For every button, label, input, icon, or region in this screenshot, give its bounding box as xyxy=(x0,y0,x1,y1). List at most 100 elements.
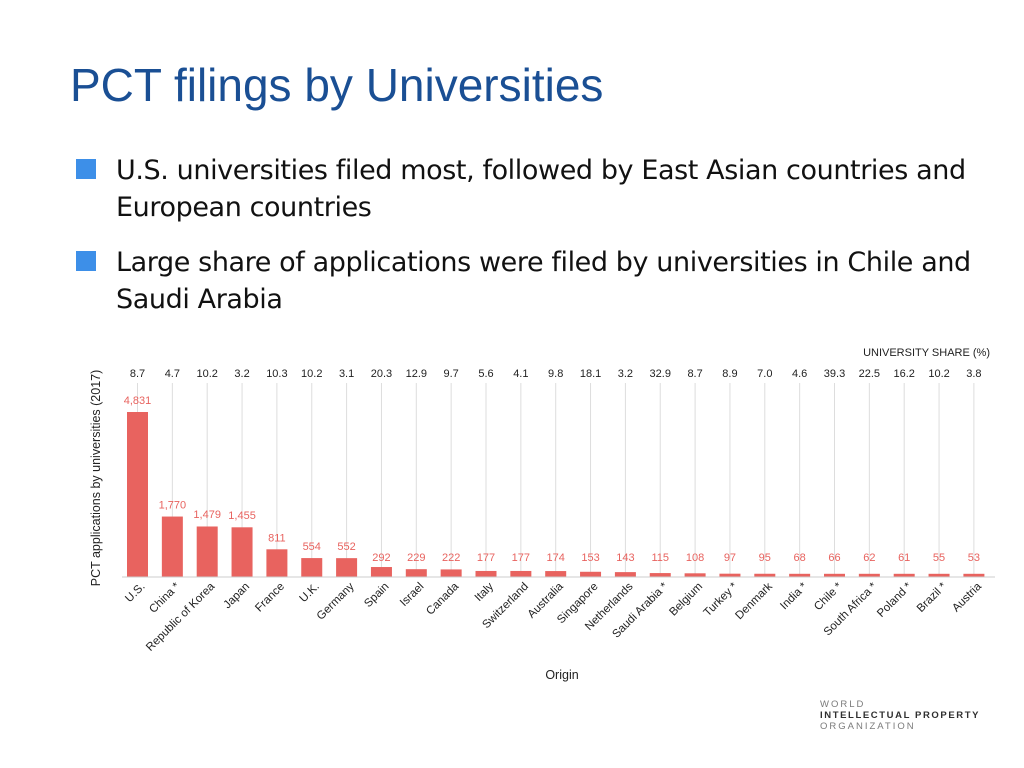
share-label: 8.9 xyxy=(722,368,737,380)
bar xyxy=(928,573,950,577)
bullet-square-icon xyxy=(76,159,96,179)
bar xyxy=(510,570,532,577)
bar xyxy=(719,573,741,577)
share-label: 10.2 xyxy=(301,368,322,380)
logo-line-ip: INTELLECTUAL PROPERTY xyxy=(820,710,981,721)
share-label: 8.7 xyxy=(130,368,145,380)
category-label: Austria xyxy=(950,580,984,614)
share-label: 4.6 xyxy=(792,368,807,380)
category-label: Italy xyxy=(473,580,497,604)
bar xyxy=(684,573,706,577)
share-label: 10.2 xyxy=(928,368,949,380)
bar xyxy=(231,527,253,577)
bar xyxy=(336,558,358,577)
value-label: 66 xyxy=(828,552,840,564)
value-label: 552 xyxy=(337,541,355,553)
logo-line-world: WORLD xyxy=(820,699,866,710)
bullet-list: U.S. universities filed most, followed b… xyxy=(76,152,976,336)
category-label: Germany xyxy=(315,580,357,622)
bar xyxy=(754,573,776,577)
value-label: 177 xyxy=(512,552,530,564)
value-label: 174 xyxy=(547,552,565,564)
category-label: Brazil * xyxy=(915,580,950,615)
bar xyxy=(789,573,811,577)
share-label: 9.8 xyxy=(548,368,563,380)
category-label: Israel xyxy=(398,581,426,609)
bar xyxy=(370,567,392,577)
bar-chart: UNIVERSITY SHARE (%) 8.7 4,831 U.S. 4.7 1,770… xyxy=(89,347,995,682)
university-share-header: UNIVERSITY SHARE (%) xyxy=(863,347,990,359)
wipo-logo: WORLD INTELLECTUAL PROPERTY ORGANIZATION xyxy=(820,699,980,732)
share-label: 12.9 xyxy=(406,368,427,380)
category-label: Japan xyxy=(222,581,253,612)
value-label: 115 xyxy=(651,552,669,564)
value-label: 1,479 xyxy=(193,509,221,521)
share-label: 3.2 xyxy=(618,368,633,380)
value-label: 55 xyxy=(933,552,945,564)
bar xyxy=(440,569,462,577)
bar xyxy=(127,412,148,577)
value-label: 108 xyxy=(686,552,704,564)
category-label: U.K. xyxy=(298,581,322,605)
category-label: Republic of Korea xyxy=(144,580,218,654)
bar xyxy=(405,569,427,577)
bullet-item: Large share of applications were filed b… xyxy=(76,244,976,318)
bar xyxy=(580,571,602,577)
bullet-text: U.S. universities filed most, followed b… xyxy=(116,155,966,223)
value-label: 95 xyxy=(759,552,771,564)
category-label: U.S. xyxy=(123,581,147,605)
value-label: 143 xyxy=(616,552,634,564)
value-label: 811 xyxy=(268,532,286,544)
category-label: Chile * xyxy=(812,580,845,613)
share-label: 3.1 xyxy=(339,368,354,380)
share-label: 10.3 xyxy=(266,368,287,380)
category-label: Belgium xyxy=(667,581,705,619)
slide-title: PCT filings by Universities xyxy=(70,59,604,111)
bar xyxy=(545,571,567,577)
share-label: 4.7 xyxy=(165,368,180,380)
share-label: 9.7 xyxy=(444,368,459,380)
value-label: 177 xyxy=(477,552,495,564)
value-label: 554 xyxy=(303,541,321,553)
value-label: 68 xyxy=(794,552,806,564)
share-label: 20.3 xyxy=(371,368,392,380)
category-label: China * xyxy=(147,580,183,616)
value-label: 229 xyxy=(407,552,425,564)
bar xyxy=(161,516,183,577)
value-label: 61 xyxy=(898,552,910,564)
category-label: Canada xyxy=(424,580,461,617)
x-axis-label: Origin xyxy=(545,668,578,682)
bar xyxy=(893,573,915,577)
value-label: 4,831 xyxy=(124,395,152,407)
share-label: 4.1 xyxy=(513,368,528,380)
share-label: 3.2 xyxy=(234,368,249,380)
bar xyxy=(824,573,845,577)
value-label: 97 xyxy=(724,552,736,564)
share-label: 22.5 xyxy=(859,368,880,380)
value-label: 1,770 xyxy=(159,500,187,512)
category-label: Denmark xyxy=(733,580,775,622)
category-label: France xyxy=(253,581,287,615)
value-label: 53 xyxy=(968,552,980,564)
bar xyxy=(266,549,288,577)
value-label: 153 xyxy=(581,552,599,564)
share-label: 32.9 xyxy=(650,368,671,380)
bar xyxy=(301,558,323,577)
share-label: 3.8 xyxy=(966,368,981,380)
bullet-square-icon xyxy=(76,251,96,271)
category-label: Spain xyxy=(362,581,391,610)
value-label: 222 xyxy=(442,552,460,564)
share-label: 16.2 xyxy=(893,368,914,380)
bar xyxy=(858,573,880,577)
bar xyxy=(475,570,497,577)
category-label: Poland * xyxy=(875,580,915,620)
bullet-item: U.S. universities filed most, followed b… xyxy=(76,152,976,226)
share-label: 7.0 xyxy=(757,368,772,380)
logo-line-org: ORGANIZATION xyxy=(820,721,916,732)
bar xyxy=(614,572,636,577)
bar xyxy=(196,526,218,577)
share-label: 10.2 xyxy=(196,368,217,380)
share-label: 39.3 xyxy=(824,368,845,380)
share-label: 5.6 xyxy=(478,368,493,380)
bullet-text: Large share of applications were filed b… xyxy=(116,247,971,315)
